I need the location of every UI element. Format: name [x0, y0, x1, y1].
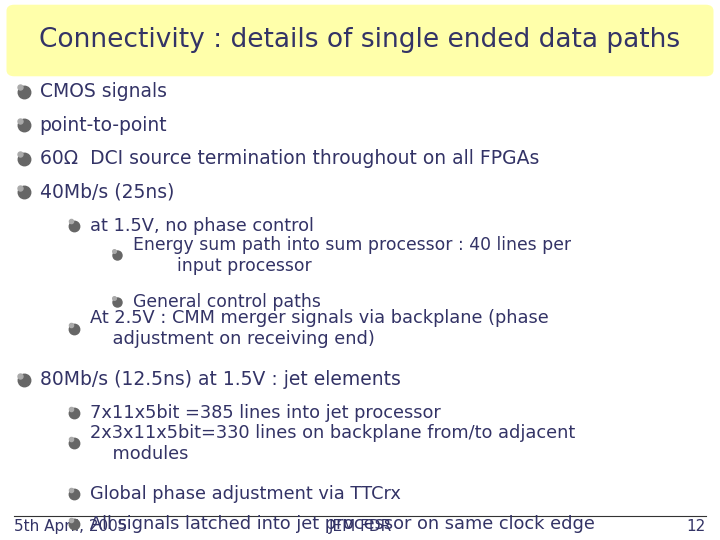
Text: 12: 12	[686, 519, 706, 534]
Text: 80Mb/s (12.5ns) at 1.5V : jet elements: 80Mb/s (12.5ns) at 1.5V : jet elements	[40, 370, 400, 389]
Text: CMOS signals: CMOS signals	[40, 82, 166, 102]
FancyBboxPatch shape	[7, 5, 713, 76]
Text: General control paths: General control paths	[133, 293, 321, 311]
Text: 60Ω  DCI source termination throughout on all FPGAs: 60Ω DCI source termination throughout on…	[40, 149, 539, 168]
Text: 2x3x11x5bit=330 lines on backplane from/to adjacent
    modules: 2x3x11x5bit=330 lines on backplane from/…	[90, 424, 575, 463]
Text: 7x11x5bit =385 lines into jet processor: 7x11x5bit =385 lines into jet processor	[90, 404, 441, 422]
Text: Energy sum path into sum processor : 40 lines per
        input processor: Energy sum path into sum processor : 40 …	[133, 236, 572, 275]
Text: At 2.5V : CMM merger signals via backplane (phase
    adjustment on receiving en: At 2.5V : CMM merger signals via backpla…	[90, 309, 549, 348]
Text: point-to-point: point-to-point	[40, 116, 167, 135]
Text: 5th April, 2005: 5th April, 2005	[14, 519, 127, 534]
Text: JEM FDR: JEM FDR	[328, 519, 392, 534]
Text: Global phase adjustment via TTCrx: Global phase adjustment via TTCrx	[90, 485, 401, 503]
Text: at 1.5V, no phase control: at 1.5V, no phase control	[90, 217, 314, 235]
Text: All signals latched into jet processor on same clock edge: All signals latched into jet processor o…	[90, 515, 595, 533]
Text: Connectivity : details of single ended data paths: Connectivity : details of single ended d…	[40, 27, 680, 53]
Text: 40Mb/s (25ns): 40Mb/s (25ns)	[40, 183, 174, 202]
